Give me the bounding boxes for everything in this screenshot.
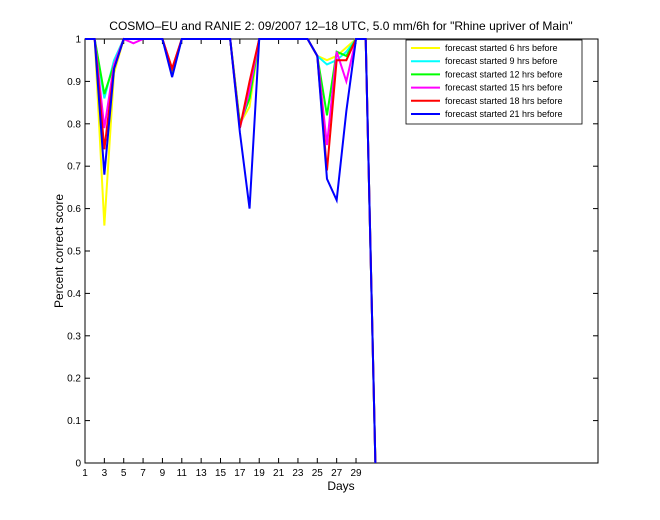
y-tick-label: 0.6 xyxy=(67,204,81,215)
x-tick-label: 21 xyxy=(273,468,285,479)
y-tick-label: 0.3 xyxy=(67,331,81,342)
x-tick-label: 25 xyxy=(312,468,324,479)
series-line-6 xyxy=(85,38,377,464)
y-tick-label: 0.1 xyxy=(67,416,81,427)
y-tick-label: 0.9 xyxy=(67,77,81,88)
x-tick-label: 15 xyxy=(215,468,227,479)
legend-label: forecast started 18 hrs before xyxy=(445,96,563,106)
y-tick-label: 0.4 xyxy=(67,289,81,300)
x-tick-label: 11 xyxy=(177,468,188,479)
x-tick-label: 27 xyxy=(331,468,343,479)
y-tick-label: 1 xyxy=(75,35,81,46)
legend-label: forecast started 6 hrs before xyxy=(445,43,558,53)
x-tick-label: 23 xyxy=(292,468,304,479)
x-tick-label: 9 xyxy=(160,468,166,479)
series-group xyxy=(85,37,377,464)
x-axis-label: Days xyxy=(327,479,354,493)
legend-label: forecast started 12 hrs before xyxy=(445,69,563,79)
y-axis-label: Percent correct score xyxy=(52,194,66,308)
y-tick-label: 0 xyxy=(75,459,81,470)
x-tick-label: 17 xyxy=(234,468,246,479)
x-tick-label: 19 xyxy=(254,468,266,479)
x-tick-label: 13 xyxy=(196,468,208,479)
legend-label: forecast started 21 hrs before xyxy=(445,109,563,119)
chart-title: COSMO–EU and RANIE 2: 09/2007 12–18 UTC,… xyxy=(109,19,572,33)
x-tick-label: 3 xyxy=(102,468,108,479)
legend: forecast started 6 hrs before forecast st… xyxy=(405,39,583,125)
legend-box xyxy=(405,39,583,125)
y-tick-label: 0.7 xyxy=(67,162,81,173)
y-tick-label: 0.8 xyxy=(67,119,81,130)
x-tick-label: 29 xyxy=(350,468,362,479)
x-axis: 1 3 5 7 9 11 13 15 17 19 21 23 25 27 29 xyxy=(82,39,362,479)
y-tick-label: 0.5 xyxy=(67,247,81,258)
y-axis: 0 0.1 0.2 0.3 0.4 0.5 0.6 0.7 0.8 0.9 1 xyxy=(67,35,598,470)
legend-label: forecast started 9 hrs before xyxy=(445,56,558,66)
x-tick-label: 1 xyxy=(82,468,88,479)
x-tick-label: 5 xyxy=(121,468,127,479)
legend-label: forecast started 15 hrs before xyxy=(445,83,563,93)
y-tick-label: 0.2 xyxy=(67,374,81,385)
x-tick-label: 7 xyxy=(140,468,146,479)
